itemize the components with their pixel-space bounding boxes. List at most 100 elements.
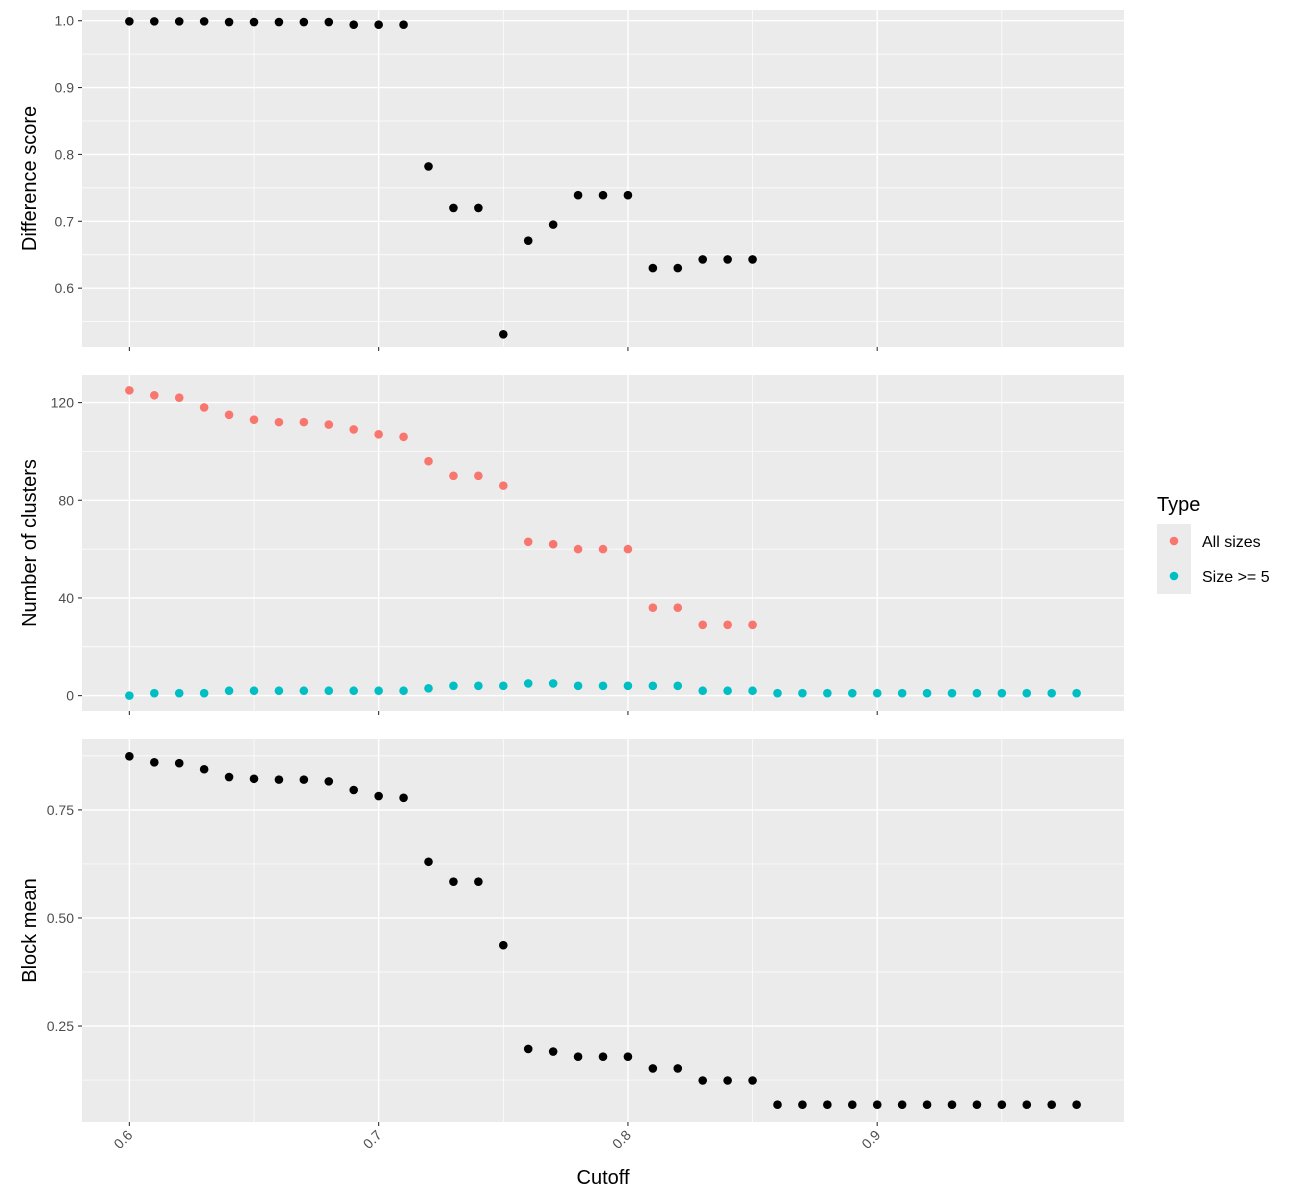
data-point-all-sizes — [199, 403, 209, 412]
data-point-bottom — [648, 1064, 658, 1073]
data-point-size-5 — [349, 686, 359, 696]
y-tick-label: 0.6 — [55, 280, 75, 296]
data-point-bottom — [374, 791, 383, 801]
data-point-all-sizes — [623, 544, 633, 554]
data-point-size-5 — [498, 681, 508, 691]
data-point-bottom — [149, 758, 159, 767]
y-tick-label: 0.8 — [55, 146, 75, 162]
data-point-bottom — [798, 1100, 807, 1110]
y-tick-label: 120 — [51, 395, 75, 411]
y-tick-label: 0 — [66, 688, 74, 704]
data-point-top — [748, 255, 757, 264]
panel-bottom: 0.25 0.50 0.75 Block mean — [19, 739, 1124, 1126]
data-point-size-5 — [374, 686, 383, 696]
data-point-top — [224, 17, 234, 27]
data-point-all-sizes — [648, 603, 658, 613]
y-axis-title: Difference score — [19, 106, 41, 251]
data-point-bottom — [872, 1100, 882, 1110]
x-tick-label: 0.8 — [609, 1127, 634, 1152]
data-point-size-5 — [723, 686, 732, 696]
data-point-bottom — [698, 1076, 708, 1085]
data-point-size-5 — [897, 688, 907, 698]
data-point-bottom — [1022, 1100, 1032, 1110]
data-point-size-5 — [648, 681, 658, 691]
data-point-all-sizes — [723, 620, 732, 630]
y-tick-label: 0.75 — [47, 802, 74, 818]
data-point-bottom — [249, 774, 259, 784]
data-point-top — [623, 190, 633, 200]
data-point-size-5 — [847, 688, 857, 698]
data-point-size-5 — [773, 688, 782, 698]
data-point-all-sizes — [424, 456, 433, 466]
data-point-size-5 — [798, 688, 807, 698]
data-point-bottom — [324, 777, 334, 786]
data-point-size-5 — [324, 686, 334, 696]
data-point-all-sizes — [224, 410, 234, 420]
data-point-size-5 — [149, 688, 159, 698]
data-point-size-5 — [823, 688, 832, 698]
data-point-top — [249, 17, 259, 27]
panel-background — [82, 739, 1124, 1122]
data-point-size-5 — [474, 681, 483, 691]
panel-top: 0.6 0.7 0.8 0.9 1.0 Difference score — [19, 10, 1124, 351]
data-point-all-sizes — [249, 415, 259, 424]
y-tick-label: 0.50 — [47, 910, 74, 926]
data-point-all-sizes — [673, 603, 683, 613]
data-point-bottom — [274, 775, 284, 784]
data-point-bottom — [748, 1076, 757, 1085]
data-point-bottom — [174, 758, 184, 768]
data-point-size-5 — [424, 683, 433, 693]
data-point-all-sizes — [299, 417, 309, 427]
data-point-top — [199, 17, 209, 26]
data-point-size-5 — [748, 686, 757, 696]
data-point-all-sizes — [598, 544, 608, 554]
data-point-size-5 — [125, 691, 134, 700]
data-point-all-sizes — [399, 432, 408, 442]
data-point-all-sizes — [523, 537, 533, 547]
data-point-bottom — [399, 793, 408, 803]
y-axis-title: Number of clusters — [19, 459, 41, 627]
legend-key-background — [1157, 524, 1191, 594]
data-point-top — [548, 220, 558, 229]
data-point-all-sizes — [324, 420, 334, 429]
data-point-bottom — [847, 1100, 857, 1110]
data-point-all-sizes — [274, 417, 284, 427]
data-point-size-5 — [698, 686, 708, 696]
data-point-bottom — [673, 1064, 683, 1073]
data-point-bottom — [474, 877, 483, 886]
data-point-top — [349, 20, 359, 30]
data-point-top — [648, 263, 658, 273]
data-point-top — [673, 263, 683, 273]
data-point-bottom — [972, 1100, 982, 1110]
data-point-bottom — [424, 857, 433, 867]
data-point-size-5 — [947, 688, 957, 698]
data-point-bottom — [773, 1100, 782, 1110]
legend-key-size-ge-5 — [1169, 571, 1179, 581]
data-point-bottom — [548, 1047, 558, 1056]
data-point-bottom — [349, 785, 359, 795]
data-point-top — [424, 162, 433, 171]
legend-label-all-sizes: All sizes — [1202, 534, 1261, 551]
data-point-bottom — [498, 940, 508, 950]
data-point-size-5 — [399, 686, 408, 696]
data-point-size-5 — [673, 681, 683, 691]
data-point-all-sizes — [374, 430, 383, 439]
legend-title: Type — [1157, 494, 1200, 516]
panel-background — [82, 375, 1124, 711]
data-point-all-sizes — [548, 539, 558, 549]
data-point-size-5 — [249, 686, 259, 696]
x-tick-label: 0.6 — [110, 1127, 135, 1152]
data-point-top — [698, 255, 708, 264]
panel-background — [82, 10, 1124, 347]
legend: Type All sizes Size >= 5 — [1157, 494, 1270, 594]
data-point-size-5 — [598, 681, 608, 691]
data-point-bottom — [897, 1100, 907, 1110]
y-tick-label: 0.25 — [47, 1018, 74, 1034]
data-point-top — [498, 329, 508, 339]
data-point-top — [299, 17, 309, 27]
data-point-all-sizes — [698, 620, 708, 630]
data-point-top — [149, 17, 159, 26]
legend-label-size-ge-5: Size >= 5 — [1202, 569, 1270, 586]
data-point-bottom — [125, 751, 134, 761]
